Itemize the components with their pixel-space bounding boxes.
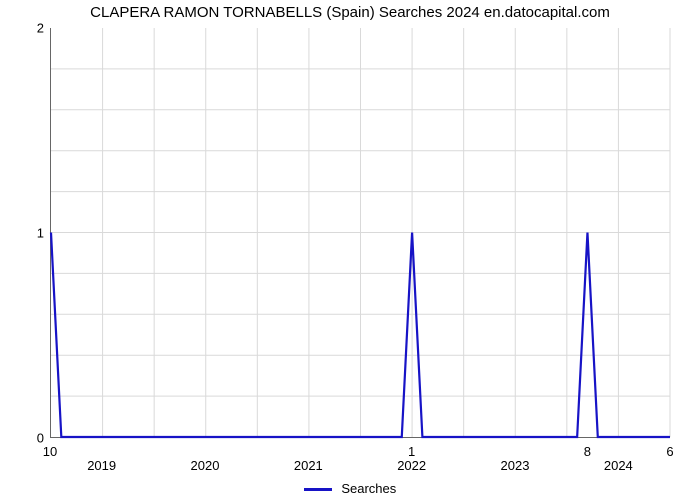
x-below-label: 6 [666,444,673,459]
plot-area [50,28,670,438]
y-tick-label: 0 [24,431,44,446]
x-tick-label: 2023 [501,458,530,473]
x-below-label: 1 [408,444,415,459]
chart-title: CLAPERA RAMON TORNABELLS (Spain) Searche… [0,4,700,21]
x-tick-label: 2019 [87,458,116,473]
x-below-label: 8 [584,444,591,459]
x-tick-label: 2021 [294,458,323,473]
x-tick-label: 2020 [191,458,220,473]
x-below-label: 10 [43,444,57,459]
y-tick-label: 2 [24,21,44,36]
legend: Searches [0,481,700,496]
x-tick-label: 2022 [397,458,426,473]
chart-svg [51,28,670,437]
legend-swatch [304,488,332,491]
chart-container: CLAPERA RAMON TORNABELLS (Spain) Searche… [0,0,700,500]
x-tick-label: 2024 [604,458,633,473]
y-tick-label: 1 [24,226,44,241]
legend-label: Searches [341,481,396,496]
